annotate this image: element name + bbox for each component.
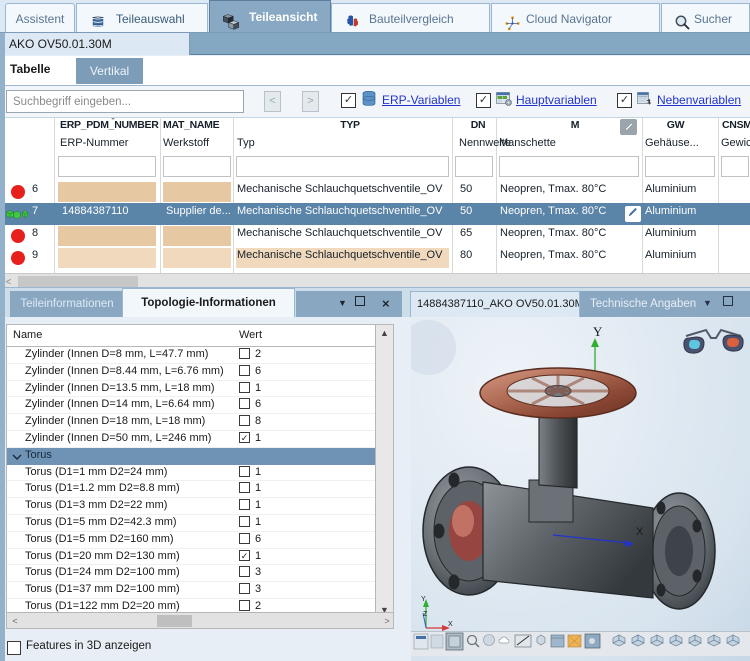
svg-text:X: X bbox=[636, 526, 644, 538]
svg-text:Y: Y bbox=[421, 596, 426, 603]
svg-text:X: X bbox=[448, 621, 453, 628]
svg-text:Z: Z bbox=[423, 611, 428, 618]
